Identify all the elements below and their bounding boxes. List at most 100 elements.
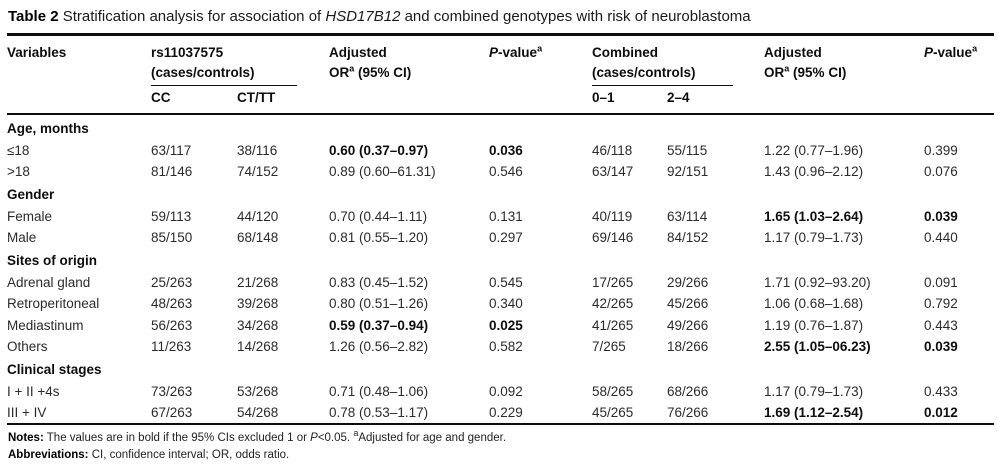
table-row: III + IV 67/263 54/268 0.78 (0.53–1.17) 0.22… (7, 402, 994, 425)
superscript-a: a (784, 63, 790, 74)
cell: 38/116 (237, 142, 278, 158)
subcol-2-4: 2–4 (667, 86, 765, 115)
adjusted-line1: Adjusted (764, 45, 822, 60)
cell: 0.039 (924, 339, 958, 354)
cell: 44/120 (237, 208, 279, 224)
table-row: Female 59/113 44/120 0.70 (0.44–1.11) 0.131 4… (7, 205, 994, 227)
cell: 0.545 (489, 274, 523, 290)
cell: 11/263 (151, 339, 192, 354)
cell: 7/265 (592, 339, 626, 354)
section-row: Sites of origin (7, 248, 994, 271)
group1-line1: rs11037575 (151, 45, 224, 60)
superscript-a: a (972, 43, 978, 54)
row-label: Others (7, 339, 48, 354)
col-header-adjusted-or-1: Adjusted ORa (95% CI) (329, 36, 490, 115)
subcol-cc: CC (151, 86, 237, 115)
cell: 0.025 (489, 317, 523, 333)
cell: 63/147 (592, 164, 634, 179)
cell: 0.80 (0.51–1.26) (329, 296, 429, 311)
table-row: I + II +4s 73/263 53/268 0.71 (0.48–1.06) 0.… (7, 380, 994, 402)
cell: 2.55 (1.05–06.23) (764, 339, 871, 354)
cell: 0.78 (0.53–1.17) (329, 405, 429, 420)
header-row-main: Variables rs11037575 (cases/controls) Ad… (7, 36, 995, 115)
cell: 59/113 (151, 208, 192, 224)
cell: 0.433 (924, 383, 958, 399)
table-number: Table 2 (8, 8, 59, 25)
row-label: Mediastinum (7, 317, 84, 333)
cell: 1.22 (0.77–1.96) (764, 142, 864, 158)
table-row: Adrenal gland 25/263 21/268 0.83 (0.45–1.52… (7, 271, 994, 293)
cell: 69/146 (592, 230, 634, 245)
title-divider-rule (7, 33, 994, 36)
notes-line: Notes: The values are in bold if the 95%… (8, 428, 507, 444)
cell: 45/266 (667, 296, 709, 311)
cell: 54/268 (237, 405, 279, 420)
table-title: Table 2 Stratification analysis for asso… (7, 5, 994, 33)
cell: 63/114 (667, 208, 708, 224)
cell: 21/268 (237, 274, 279, 290)
row-label: ≤18 (7, 142, 30, 158)
cell: 0.59 (0.37–0.94) (329, 317, 429, 333)
cell: 17/265 (592, 274, 634, 290)
section-label: Gender (7, 187, 55, 202)
cell: 0.792 (924, 296, 958, 311)
cell: 0.131 (489, 208, 523, 224)
row-label: I + II +4s (7, 383, 60, 399)
title-text-pre: Stratification analysis for association … (58, 8, 326, 25)
table-notes: Notes: The values are in bold if the 95%… (7, 425, 994, 463)
table-row: Retroperitoneal 48/263 39/268 0.80 (0.51–1.… (7, 293, 994, 315)
cell: 74/152 (237, 164, 279, 179)
group2-underline (592, 85, 734, 86)
col-group-rs11037575: rs11037575 (cases/controls) (151, 36, 329, 86)
title-text-post: and combined genotypes with risk of neur… (400, 8, 751, 25)
col-header-pvalue-2: P-valuea (924, 36, 995, 115)
superscript-a: a (537, 43, 543, 54)
cell: 0.71 (0.48–1.06) (329, 383, 429, 399)
gene-name: HSD17B12 (325, 8, 401, 25)
cell: 14/268 (237, 339, 279, 354)
cell: 49/266 (667, 317, 709, 333)
cell: 48/263 (151, 296, 193, 311)
table-row: ≤18 63/117 38/116 0.60 (0.37–0.97) 0.036 46/1… (7, 139, 994, 161)
cell: 76/266 (667, 405, 709, 420)
cell: 0.297 (489, 230, 523, 245)
section-row: Clinical stages (7, 357, 994, 380)
cell: 0.229 (489, 405, 523, 420)
cell: 53/268 (237, 383, 279, 399)
cell: 25/263 (151, 274, 193, 290)
cell: 58/265 (592, 383, 634, 399)
col-header-variables: Variables (7, 36, 151, 115)
cell: 0.443 (924, 317, 958, 333)
cell: 1.17 (0.79–1.73) (764, 230, 864, 245)
cell: 39/268 (237, 296, 279, 311)
cell: 0.036 (489, 142, 523, 158)
section-label: Age, months (7, 121, 89, 136)
cell: 41/265 (592, 317, 634, 333)
group1-line2: (cases/controls) (151, 65, 255, 80)
table-row: Male 85/150 68/148 0.81 (0.55–1.20) 0.297 69/… (7, 227, 994, 249)
cell: 0.039 (924, 208, 958, 224)
cell: 68/148 (237, 230, 279, 245)
cell: 0.70 (0.44–1.11) (329, 208, 428, 224)
cell: 45/265 (592, 405, 634, 420)
cell: 0.89 (0.60–61.31) (329, 164, 436, 179)
cell: 81/146 (151, 164, 193, 179)
cell: 40/119 (592, 208, 633, 224)
cell: 84/152 (667, 230, 709, 245)
cell: 92/151 (667, 164, 709, 179)
cell: 0.091 (924, 274, 958, 290)
row-label: Adrenal gland (7, 274, 91, 290)
cell: 1.26 (0.56–2.82) (329, 339, 429, 354)
col-header-adjusted-or-2: Adjusted ORa (95% CI) (764, 36, 925, 115)
cell: 1.71 (0.92–93.20) (764, 274, 871, 290)
table-row: >18 81/146 74/152 0.89 (0.60–61.31) 0.546 63/… (7, 161, 994, 183)
cell: 85/150 (151, 230, 193, 245)
col-group-combined: Combined (cases/controls) (592, 36, 764, 86)
cell: 1.17 (0.79–1.73) (764, 383, 864, 399)
table-row: Others 11/263 14/268 1.26 (0.56–2.82) 0.582 7… (7, 336, 994, 358)
subcol-0-1: 0–1 (592, 86, 668, 115)
row-label: Male (7, 230, 37, 245)
cell: 0.399 (924, 142, 958, 158)
cell: 42/265 (592, 296, 634, 311)
adjusted-line2: ORa (95% CI) (764, 63, 847, 80)
